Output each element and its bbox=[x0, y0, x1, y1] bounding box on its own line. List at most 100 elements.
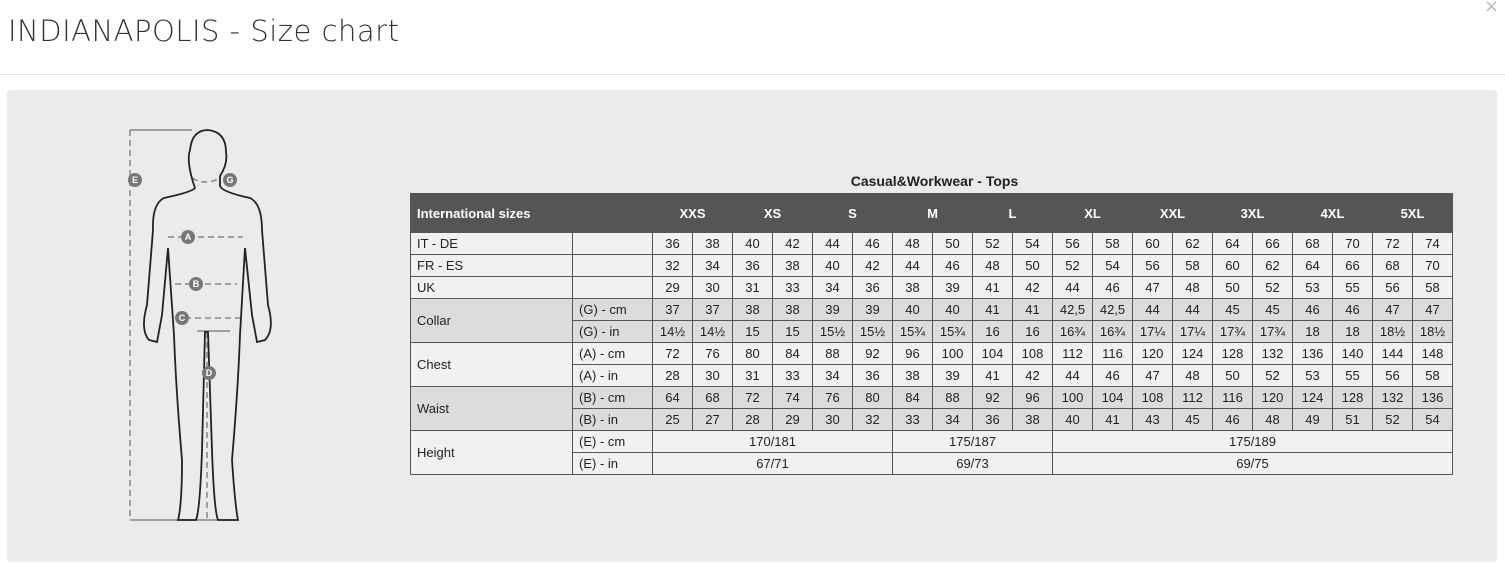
table-cell-merged: 175/187 bbox=[892, 430, 1053, 453]
table-cell: 52 bbox=[1372, 408, 1413, 431]
table-cell: 76 bbox=[692, 342, 733, 365]
table-cell: 30 bbox=[692, 364, 733, 387]
table-cell: 64 bbox=[1292, 254, 1333, 277]
table-cell: 40 bbox=[932, 298, 973, 321]
size-table: International sizes XXS XS S M L XL XXL 3XL 4XL 5… bbox=[410, 193, 1453, 475]
table-cell: 120 bbox=[1252, 386, 1293, 409]
table-cell: 40 bbox=[732, 232, 773, 255]
table-row: Collar (G) - cm 37 37 38 38 39 39 40 40 41 41 42,5 42… bbox=[410, 298, 1453, 343]
table-cell: 80 bbox=[732, 342, 773, 365]
table-cell: 112 bbox=[1172, 386, 1213, 409]
table-cell: 72 bbox=[732, 386, 773, 409]
header-blank bbox=[572, 193, 653, 233]
table-cell: 66 bbox=[1332, 254, 1373, 277]
table-cell: 39 bbox=[852, 298, 893, 321]
marker-c: C bbox=[179, 313, 186, 323]
table-cell: 15 bbox=[732, 320, 773, 343]
table-cell: 41 bbox=[972, 298, 1013, 321]
table-cell: 68 bbox=[692, 386, 733, 409]
table-cell: 124 bbox=[1292, 386, 1333, 409]
row-label: IT - DE bbox=[410, 232, 573, 255]
table-cell: 128 bbox=[1332, 386, 1373, 409]
table-cell: 32 bbox=[852, 408, 893, 431]
table-cell: 33 bbox=[892, 408, 933, 431]
table-cell: 52 bbox=[972, 232, 1013, 255]
close-icon[interactable]: × bbox=[1484, 0, 1500, 17]
table-cell: 80 bbox=[852, 386, 893, 409]
table-cell: 140 bbox=[1332, 342, 1373, 365]
table-cell: 92 bbox=[972, 386, 1013, 409]
row-unit: (G) - cm bbox=[572, 298, 653, 321]
table-cell: 96 bbox=[1012, 386, 1053, 409]
table-cell: 108 bbox=[1132, 386, 1173, 409]
header-size: XXL bbox=[1132, 193, 1213, 233]
table-cell: 41 bbox=[1092, 408, 1133, 431]
table-cell: 17¾ bbox=[1212, 320, 1253, 343]
dialog-title: INDIANAPOLIS - Size chart bbox=[8, 14, 400, 48]
table-cell: 108 bbox=[1012, 342, 1053, 365]
table-cell: 47 bbox=[1412, 298, 1453, 321]
table-cell: 53 bbox=[1292, 364, 1333, 387]
table-cell: 48 bbox=[1172, 276, 1213, 299]
table-cell: 33 bbox=[772, 364, 813, 387]
table-cell: 30 bbox=[692, 276, 733, 299]
body-measurement-figure: E G A B C D bbox=[128, 129, 272, 521]
table-cell: 43 bbox=[1132, 408, 1173, 431]
table-cell: 84 bbox=[892, 386, 933, 409]
table-cell: 36 bbox=[972, 408, 1013, 431]
table-cell: 41 bbox=[972, 364, 1013, 387]
table-cell: 42 bbox=[1012, 276, 1053, 299]
table-cell: 40 bbox=[892, 298, 933, 321]
table-cell: 58 bbox=[1092, 232, 1133, 255]
table-row: IT - DE 36 38 40 42 44 46 48 50 52 54 56 58 60 62 64 66 6… bbox=[410, 232, 1453, 255]
table-cell: 40 bbox=[1052, 408, 1093, 431]
table-cell: 56 bbox=[1372, 276, 1413, 299]
table-cell: 132 bbox=[1372, 386, 1413, 409]
marker-b: B bbox=[193, 279, 200, 289]
table-cell: 25 bbox=[652, 408, 693, 431]
marker-d: D bbox=[206, 368, 213, 378]
table-cell: 16¾ bbox=[1092, 320, 1133, 343]
table-cell: 38 bbox=[1012, 408, 1053, 431]
table-row: (A) - in 28 30 31 33 34 36 38 39 41 42 44 46 47 48 50 52… bbox=[411, 364, 1453, 387]
table-cell: 32 bbox=[652, 254, 693, 277]
table-cell: 45 bbox=[1172, 408, 1213, 431]
table-row: Height (E) - cm 170/181 175/187 175/189 bbox=[410, 430, 1453, 475]
header-size: 5XL bbox=[1372, 193, 1453, 233]
table-cell: 46 bbox=[932, 254, 973, 277]
table-cell: 60 bbox=[1132, 232, 1173, 255]
table-cell: 104 bbox=[1092, 386, 1133, 409]
table-cell: 42 bbox=[1012, 364, 1053, 387]
table-cell: 58 bbox=[1412, 276, 1453, 299]
table-cell: 14½ bbox=[692, 320, 733, 343]
table-cell: 38 bbox=[772, 298, 813, 321]
table-cell: 16 bbox=[1012, 320, 1053, 343]
table-cell: 136 bbox=[1412, 386, 1453, 409]
table-cell: 42 bbox=[772, 232, 813, 255]
table-row: Chest (A) - cm 72 76 80 84 88 92 96 100 104 108 112 1… bbox=[410, 342, 1453, 387]
table-cell-merged: 69/73 bbox=[892, 452, 1053, 475]
table-row: (B) - in 25 27 28 29 30 32 33 34 36 38 40 41 43 45 46 48… bbox=[411, 408, 1453, 431]
table-cell: 39 bbox=[812, 298, 853, 321]
row-unit: (B) - cm bbox=[572, 386, 653, 409]
table-cell: 34 bbox=[932, 408, 973, 431]
table-cell: 16¾ bbox=[1052, 320, 1093, 343]
table-cell: 41 bbox=[1012, 298, 1053, 321]
table-cell: 54 bbox=[1012, 232, 1053, 255]
table-cell: 62 bbox=[1172, 232, 1213, 255]
row-unit bbox=[572, 232, 653, 255]
table-cell: 144 bbox=[1372, 342, 1413, 365]
table-cell: 112 bbox=[1052, 342, 1093, 365]
table-cell: 39 bbox=[932, 276, 973, 299]
table-cell: 136 bbox=[1292, 342, 1333, 365]
header-size: 4XL bbox=[1292, 193, 1373, 233]
table-cell: 46 bbox=[1292, 298, 1333, 321]
table-row: (G) - in 14½ 14½ 15 15 15½ 15½ 15¾ 15¾ 16 16 16¾ 16¾… bbox=[411, 320, 1453, 343]
table-cell: 74 bbox=[772, 386, 813, 409]
table-cell: 48 bbox=[972, 254, 1013, 277]
table-cell: 66 bbox=[1252, 232, 1293, 255]
row-unit: (B) - in bbox=[572, 408, 653, 431]
table-cell: 15½ bbox=[812, 320, 853, 343]
table-cell: 50 bbox=[1212, 276, 1253, 299]
table-cell: 15½ bbox=[852, 320, 893, 343]
